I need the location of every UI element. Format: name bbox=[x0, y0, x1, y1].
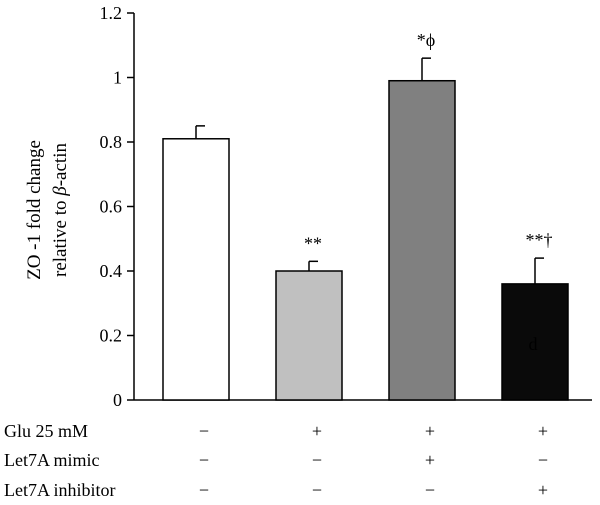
y-tick-label: 0 bbox=[113, 390, 122, 410]
y-axis-label-suffix: -actin bbox=[50, 143, 71, 187]
condition-sign: − bbox=[312, 450, 322, 470]
y-axis-label-greek: β bbox=[50, 186, 71, 197]
condition-sign: + bbox=[425, 421, 435, 441]
condition-sign: − bbox=[538, 450, 548, 470]
bar bbox=[501, 283, 569, 401]
condition-sign: + bbox=[538, 480, 548, 500]
bar bbox=[275, 270, 343, 401]
condition-sign: − bbox=[425, 480, 435, 500]
y-tick-label: 1.2 bbox=[100, 3, 123, 23]
condition-sign: + bbox=[538, 421, 548, 441]
bar bbox=[162, 138, 230, 401]
bar-inner-mark: d bbox=[529, 334, 538, 354]
significance-label: *ϕ bbox=[417, 30, 435, 50]
condition-sign: + bbox=[312, 421, 322, 441]
significance-label: ** bbox=[304, 233, 322, 253]
y-axis-label-line2: relative to β-actin bbox=[50, 143, 71, 277]
y-tick-label: 1 bbox=[113, 68, 122, 88]
condition-sign: − bbox=[199, 421, 209, 441]
bars bbox=[162, 57, 569, 401]
condition-table: Glu 25 mM − + + + Let7A mimic − − + − Let7A inhibi… bbox=[4, 421, 548, 500]
bar bbox=[388, 79, 456, 401]
condition-sign: − bbox=[312, 480, 322, 500]
condition-sign: − bbox=[199, 480, 209, 500]
condition-sign: + bbox=[425, 450, 435, 470]
y-tick-label: 0.8 bbox=[100, 132, 123, 152]
y-ticks: 0 0.2 0.4 0.6 0.8 1 1.2 bbox=[100, 3, 134, 410]
annotations: ** *ϕ **† bbox=[304, 30, 553, 253]
y-tick-label: 0.4 bbox=[100, 261, 123, 281]
condition-label: Glu 25 mM bbox=[4, 421, 88, 441]
y-axis-label-prefix: relative to bbox=[50, 196, 71, 277]
condition-label: Let7A mimic bbox=[4, 450, 99, 470]
y-tick-label: 0.2 bbox=[100, 326, 123, 346]
y-axis-label-line1: ZO -1 fold change bbox=[24, 140, 45, 280]
condition-sign: − bbox=[199, 450, 209, 470]
significance-label: **† bbox=[526, 230, 553, 250]
y-tick-label: 0.6 bbox=[100, 197, 123, 217]
condition-label: Let7A inhibitor bbox=[4, 480, 116, 500]
